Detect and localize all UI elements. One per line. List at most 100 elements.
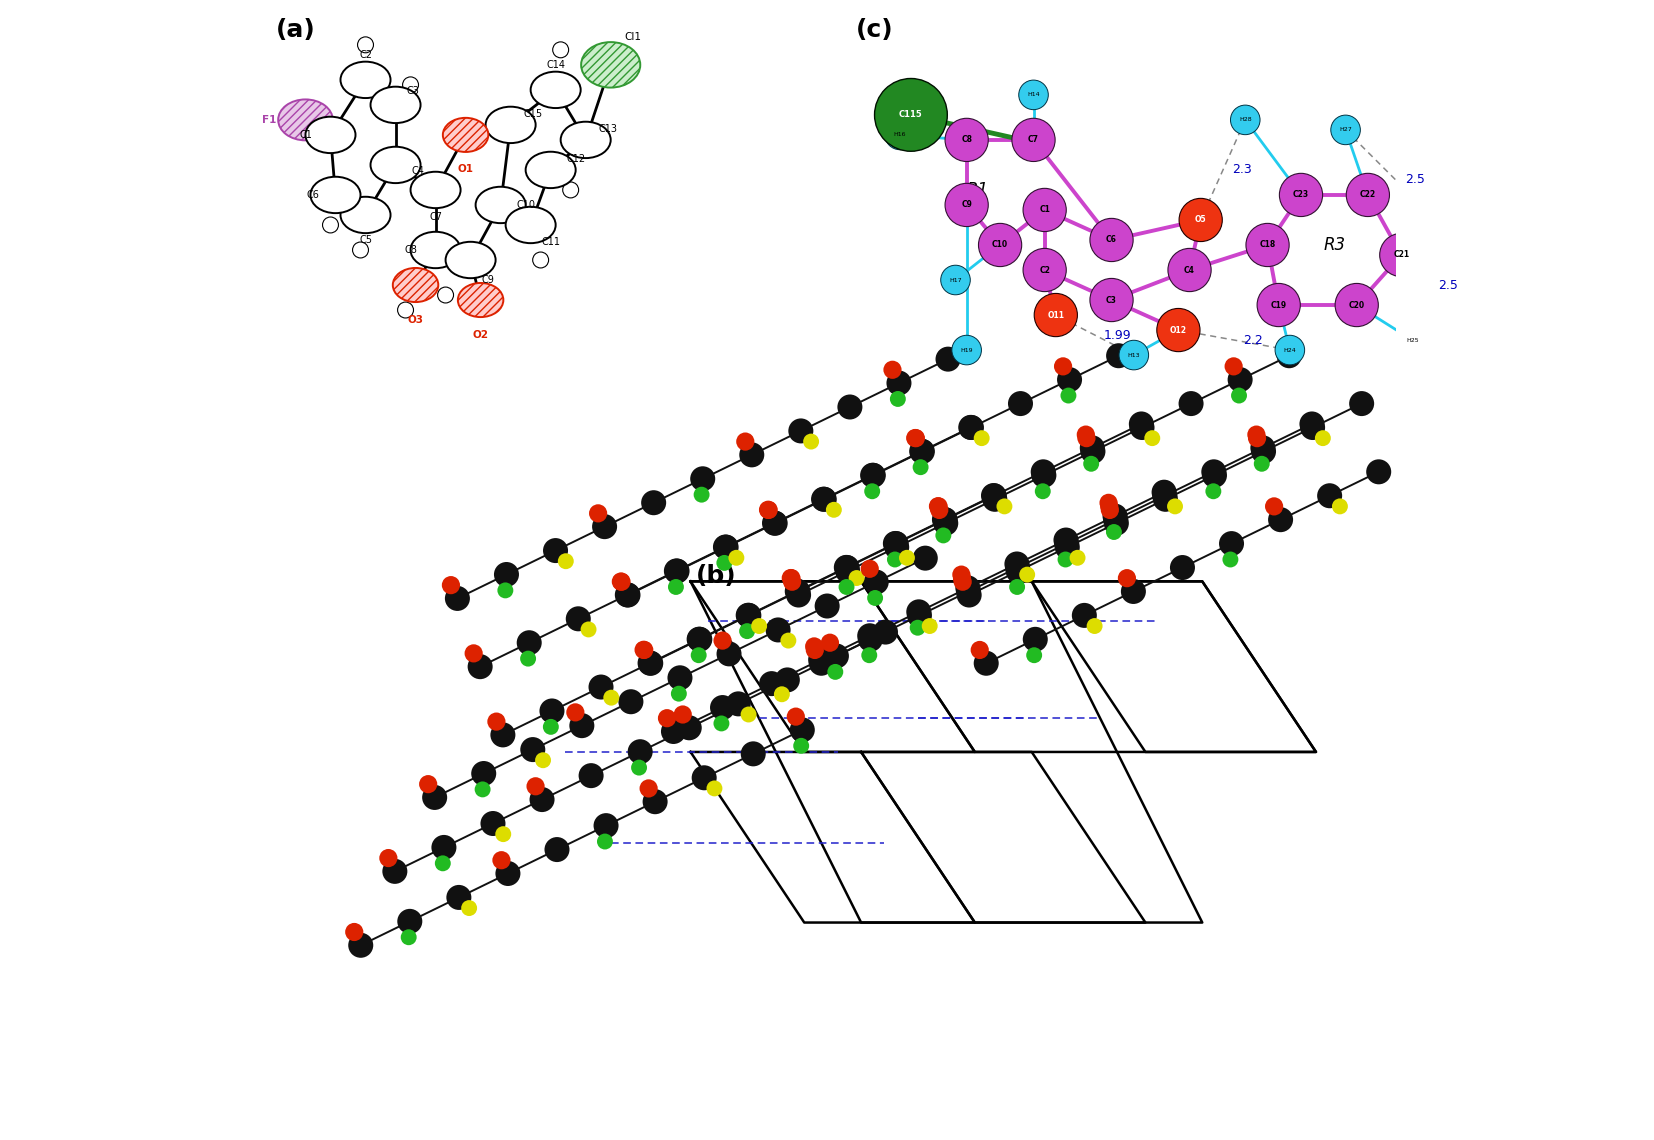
Circle shape bbox=[1250, 435, 1275, 461]
Circle shape bbox=[839, 579, 855, 595]
Circle shape bbox=[741, 741, 766, 766]
Text: (b): (b) bbox=[696, 564, 736, 588]
Circle shape bbox=[933, 507, 958, 532]
Circle shape bbox=[941, 266, 971, 295]
Circle shape bbox=[543, 538, 567, 563]
Ellipse shape bbox=[486, 107, 536, 144]
Circle shape bbox=[352, 242, 369, 258]
Circle shape bbox=[860, 463, 887, 488]
Circle shape bbox=[676, 715, 701, 740]
Circle shape bbox=[791, 717, 815, 742]
Circle shape bbox=[662, 719, 686, 744]
Ellipse shape bbox=[476, 187, 526, 223]
Ellipse shape bbox=[410, 172, 460, 209]
Circle shape bbox=[397, 302, 414, 318]
Circle shape bbox=[488, 712, 506, 731]
Circle shape bbox=[495, 562, 519, 587]
Circle shape bbox=[612, 572, 630, 591]
Circle shape bbox=[533, 252, 549, 268]
Text: 2.2: 2.2 bbox=[1244, 334, 1264, 347]
Circle shape bbox=[1335, 284, 1378, 327]
Circle shape bbox=[349, 933, 374, 958]
Circle shape bbox=[913, 546, 938, 571]
Text: C21: C21 bbox=[1393, 251, 1409, 260]
Circle shape bbox=[461, 901, 476, 917]
Circle shape bbox=[495, 826, 511, 842]
Circle shape bbox=[1032, 463, 1057, 488]
Circle shape bbox=[552, 42, 569, 58]
Circle shape bbox=[1130, 415, 1154, 440]
Circle shape bbox=[1379, 234, 1422, 277]
Ellipse shape bbox=[531, 72, 581, 108]
Circle shape bbox=[691, 648, 706, 663]
Circle shape bbox=[981, 483, 1006, 508]
Text: H24: H24 bbox=[1284, 348, 1297, 352]
Circle shape bbox=[480, 811, 506, 836]
Circle shape bbox=[982, 487, 1007, 512]
Circle shape bbox=[1169, 555, 1194, 580]
Text: C15: C15 bbox=[524, 108, 543, 119]
Circle shape bbox=[566, 703, 584, 722]
Circle shape bbox=[787, 708, 805, 726]
Circle shape bbox=[490, 723, 516, 748]
Text: O1: O1 bbox=[458, 164, 473, 174]
Circle shape bbox=[672, 686, 686, 701]
Text: O11: O11 bbox=[1047, 310, 1064, 319]
Text: C22: C22 bbox=[1360, 190, 1376, 200]
Text: C18: C18 bbox=[1259, 241, 1275, 250]
Circle shape bbox=[794, 738, 809, 754]
Circle shape bbox=[566, 606, 590, 632]
Text: C1: C1 bbox=[299, 130, 313, 140]
Circle shape bbox=[432, 834, 457, 860]
Ellipse shape bbox=[506, 206, 556, 243]
Circle shape bbox=[739, 624, 756, 640]
Circle shape bbox=[974, 430, 989, 446]
Circle shape bbox=[1153, 483, 1178, 508]
Circle shape bbox=[688, 627, 713, 652]
Circle shape bbox=[400, 929, 417, 945]
Circle shape bbox=[959, 415, 984, 440]
Circle shape bbox=[1025, 648, 1042, 663]
Circle shape bbox=[569, 714, 594, 739]
Circle shape bbox=[498, 583, 513, 598]
Circle shape bbox=[592, 514, 617, 539]
Text: C10: C10 bbox=[516, 200, 536, 210]
Circle shape bbox=[1024, 188, 1067, 231]
Circle shape bbox=[1227, 367, 1252, 392]
Circle shape bbox=[1034, 293, 1077, 336]
Circle shape bbox=[1054, 528, 1078, 553]
Circle shape bbox=[1107, 343, 1131, 368]
Circle shape bbox=[1231, 105, 1260, 135]
Circle shape bbox=[1057, 552, 1073, 568]
Circle shape bbox=[1366, 459, 1391, 484]
Ellipse shape bbox=[410, 231, 460, 268]
Circle shape bbox=[1077, 425, 1095, 443]
Text: H28: H28 bbox=[1239, 117, 1252, 122]
Circle shape bbox=[686, 627, 711, 652]
Circle shape bbox=[1265, 497, 1284, 515]
Circle shape bbox=[936, 528, 951, 544]
Circle shape bbox=[1350, 391, 1374, 416]
Circle shape bbox=[762, 511, 787, 536]
Circle shape bbox=[979, 223, 1022, 267]
Circle shape bbox=[1179, 391, 1204, 416]
Circle shape bbox=[890, 391, 906, 407]
Circle shape bbox=[581, 621, 597, 637]
Text: C11: C11 bbox=[541, 237, 561, 247]
Circle shape bbox=[786, 579, 810, 604]
Circle shape bbox=[921, 618, 938, 634]
Text: H25: H25 bbox=[1406, 337, 1419, 342]
Circle shape bbox=[835, 555, 860, 580]
Circle shape bbox=[579, 763, 604, 788]
Text: C1: C1 bbox=[1039, 205, 1050, 214]
Circle shape bbox=[887, 552, 903, 568]
Circle shape bbox=[930, 497, 948, 515]
Circle shape bbox=[640, 780, 658, 798]
Circle shape bbox=[956, 579, 981, 604]
Circle shape bbox=[1231, 388, 1247, 404]
Circle shape bbox=[804, 433, 819, 449]
Circle shape bbox=[673, 706, 691, 724]
Circle shape bbox=[557, 553, 574, 569]
Text: O3: O3 bbox=[407, 315, 423, 325]
Circle shape bbox=[716, 642, 741, 667]
